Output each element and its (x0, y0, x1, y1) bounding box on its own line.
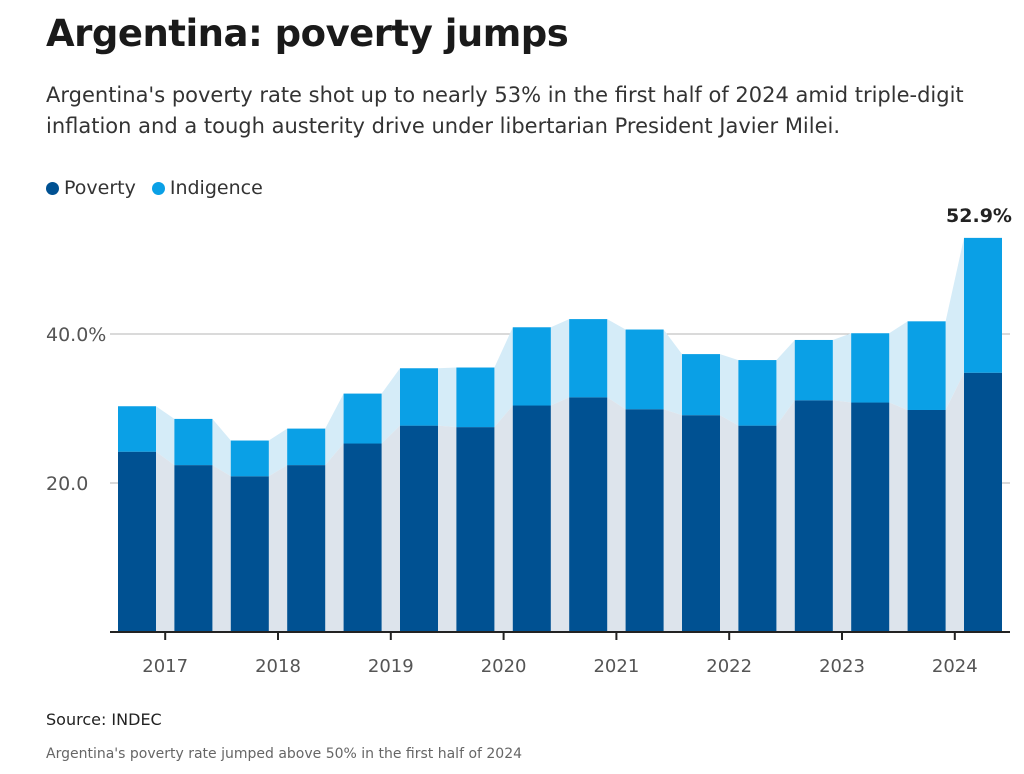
indigence-bar (287, 428, 326, 466)
indigence-bar (907, 321, 946, 410)
poverty-bar (456, 427, 495, 632)
indigence-bar (400, 368, 438, 426)
x-tick-label: 2024 (932, 656, 978, 677)
indigence-bar (512, 327, 551, 406)
poverty-bar (851, 402, 890, 632)
indigence-swatch-icon (151, 182, 165, 195)
x-tick-label: 2023 (819, 656, 865, 677)
poverty-swatch-icon (46, 182, 59, 195)
poverty-bar (118, 451, 156, 632)
indigence-bar (738, 360, 777, 426)
poverty-area (118, 372, 1002, 632)
poverty-bar (682, 415, 720, 632)
indigence-bar (230, 440, 269, 477)
legend-item-indigence: Indigence (151, 177, 263, 199)
poverty-bar (230, 476, 269, 632)
poverty-bar (400, 425, 438, 632)
poverty-bar (343, 443, 382, 632)
y-tick-label: 20.0 (46, 473, 88, 495)
indigence-bar (625, 329, 664, 410)
poverty-bar (794, 400, 833, 632)
poverty-bar (964, 372, 1002, 632)
legend-label: Poverty (64, 177, 136, 199)
indigence-bar (569, 319, 608, 398)
x-tick-label: 2018 (255, 656, 301, 677)
indigence-bar (682, 354, 720, 416)
x-tick-label: 2022 (706, 656, 752, 677)
x-tick-label: 2020 (481, 656, 527, 677)
source: Source: INDEC (46, 710, 162, 729)
footnote: Argentina's poverty rate jumped above 50… (46, 746, 523, 762)
x-tick-label: 2019 (368, 656, 414, 677)
chart-title: Argentina: poverty jumps (46, 12, 569, 55)
poverty-bar (907, 409, 946, 632)
indigence-bar (174, 418, 213, 466)
poverty-bar (512, 405, 551, 632)
indigence-area (118, 237, 1002, 477)
chart-subtitle: Argentina's poverty rate shot up to near… (46, 83, 964, 138)
poverty-bar (174, 465, 213, 632)
poverty-bar (738, 425, 777, 632)
poverty-bar (569, 397, 608, 632)
y-tick-label: 40.0% (46, 324, 106, 346)
indigence-bar (456, 367, 495, 428)
indigence-bar (794, 339, 833, 401)
legend: Poverty Indigence (46, 177, 263, 199)
indigence-bar (851, 333, 890, 403)
indigence-bar (964, 237, 1002, 373)
poverty-bar (287, 465, 326, 632)
indigence-bar (118, 406, 156, 452)
indigence-bar (343, 393, 382, 444)
data-label-52-9: 52.9% (946, 205, 1012, 227)
legend-label: Indigence (169, 177, 263, 199)
poverty-bar (625, 409, 664, 632)
x-tick-label: 2017 (142, 656, 188, 677)
legend-item-poverty: Poverty (46, 177, 136, 199)
x-tick-label: 2021 (593, 656, 639, 677)
